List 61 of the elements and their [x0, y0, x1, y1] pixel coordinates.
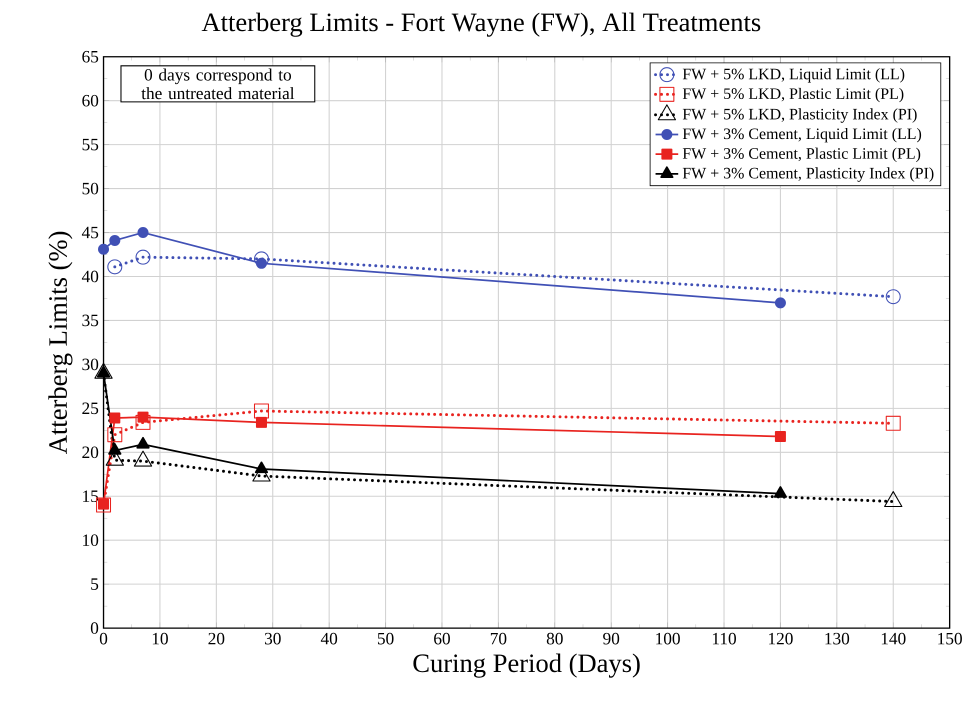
- x-tick-label: 80: [546, 632, 563, 645]
- point: [136, 415, 151, 430]
- point: [136, 437, 150, 449]
- x-tick-label: 70: [490, 632, 506, 645]
- y-tick-label: 60: [82, 95, 98, 107]
- point: [109, 412, 120, 424]
- x-tick-label: 10: [152, 632, 168, 645]
- y-tick-label: 35: [82, 314, 98, 326]
- y-tick-label: 25: [82, 402, 98, 414]
- annotation: 0 days correspond to the untreated material: [141, 68, 294, 100]
- y-tick-label: 20: [82, 446, 98, 458]
- y-tick-label: 40: [82, 270, 98, 282]
- point: [96, 366, 110, 378]
- point: [254, 462, 268, 474]
- y-tick-label: 45: [82, 226, 98, 238]
- legend-label: FW + 5% LKD, Plastic Limit (PL): [682, 88, 904, 102]
- point: [138, 227, 149, 238]
- x-tick-label: 30: [264, 632, 281, 645]
- point: [107, 259, 122, 274]
- x-tick-label: 120: [769, 632, 793, 645]
- legend-label: FW + 3% Cement, Plastic Limit (PL): [682, 148, 920, 162]
- x-tick-label: 100: [656, 632, 680, 645]
- y-axis-title: Atterberg Limits (%): [48, 232, 72, 454]
- point: [138, 412, 149, 423]
- point: [109, 235, 120, 246]
- point: [108, 443, 122, 455]
- point: [886, 416, 901, 431]
- y-tick-label: 55: [82, 139, 98, 151]
- x-tick-label: 140: [882, 632, 906, 645]
- legend-label: FW + 5% LKD, Plasticity Index (PI): [682, 108, 917, 123]
- point: [107, 427, 122, 442]
- point: [256, 417, 267, 428]
- x-tick-label: 0: [100, 632, 108, 645]
- point: [774, 486, 788, 498]
- point: [886, 289, 901, 304]
- point: [774, 298, 786, 309]
- x-tick-label: 110: [712, 632, 736, 645]
- point: [884, 491, 902, 508]
- x-tick-label: 20: [208, 632, 224, 645]
- x-tick-label: 40: [320, 632, 338, 645]
- chart-title: Atterberg Limits - Fort Wayne (FW), All Treatments: [202, 12, 760, 37]
- x-tick-label: 50: [378, 632, 394, 645]
- y-tick-label: 0: [90, 622, 98, 634]
- y-tick-label: 30: [82, 358, 98, 370]
- y-tick-label: 10: [83, 534, 98, 546]
- x-axis-title: Curing Period (Days): [413, 654, 640, 678]
- point: [98, 498, 110, 510]
- legend-label: FW + 3% Cement, Liquid Limit (LL): [682, 128, 922, 143]
- x-tick-label: 150: [938, 632, 962, 645]
- x-tick-label: 130: [825, 632, 850, 645]
- legend-label: FW + 5% LKD, Liquid Limit (LL): [682, 68, 904, 83]
- point: [774, 431, 786, 442]
- x-tick-label: 60: [434, 632, 450, 645]
- point: [98, 244, 110, 255]
- y-tick-label: 50: [82, 182, 98, 195]
- legend-label: FW + 3% Cement, Plasticity Index (PI): [682, 167, 934, 182]
- point: [136, 250, 151, 265]
- x-tick-label: 90: [603, 632, 620, 645]
- point: [254, 404, 269, 419]
- y-tick-label: 65: [82, 51, 98, 63]
- y-tick-label: 5: [91, 578, 98, 590]
